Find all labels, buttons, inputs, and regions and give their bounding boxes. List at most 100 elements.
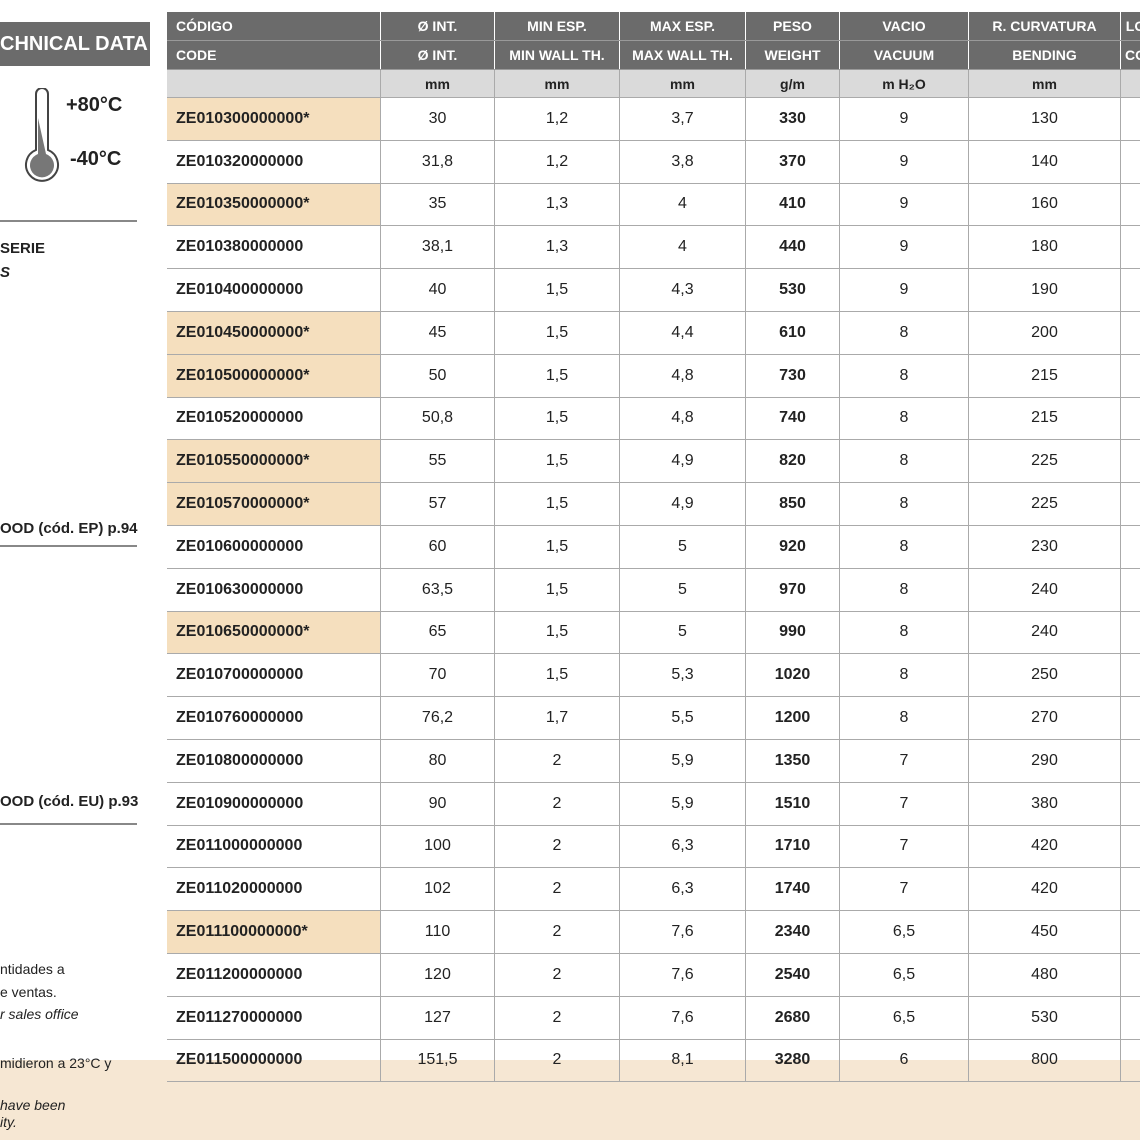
value-cell [1121,269,1140,311]
value-cell [1121,440,1140,482]
header-cell: CÓDIGO [167,12,381,40]
value-cell [1121,1040,1140,1082]
table-row: ZE010500000000* 50 1,5 4,8 730 8 215 [167,354,1140,398]
value-cell: 6 [840,1039,969,1082]
table-row: ZE010450000000* 45 1,5 4,4 610 8 200 [167,311,1140,355]
value-cell: 1350 [746,739,840,782]
table-row: ZE011200000000 120 2 7,6 2540 6,5 480 [167,953,1140,997]
value-cell: 7,6 [620,953,746,996]
value-cell: 38,1 [381,226,495,269]
value-cell: 3280 [746,1039,840,1082]
value-cell: 110 [381,911,495,953]
value-cell: 5 [620,611,746,654]
value-cell: 1740 [746,868,840,911]
code-cell: ZE010380000000 [167,226,381,269]
code-cell: ZE011100000000* [167,911,381,953]
value-cell: 1,5 [495,311,620,354]
code-cell: ZE010520000000 [167,397,381,440]
value-cell: 70 [381,654,495,697]
value-cell: 7 [840,825,969,868]
value-cell [1121,783,1140,825]
value-cell: 530 [746,269,840,311]
value-cell: 45 [381,311,495,354]
value-cell: 4,8 [620,354,746,397]
value-cell: 127 [381,996,495,1039]
value-cell [1121,141,1140,183]
value-cell: 102 [381,868,495,911]
value-cell: 850 [746,483,840,525]
header-cell: Ø INT. [381,12,495,40]
value-cell: 80 [381,739,495,782]
units-cell: mm [620,70,746,97]
value-cell: 1,5 [495,440,620,483]
value-cell [1121,997,1140,1039]
note: midieron a 23°C y [0,1055,112,1071]
header-cell: Ø INT. [381,41,495,69]
value-cell: 215 [969,354,1121,397]
code-cell: ZE010300000000* [167,98,381,140]
header-cell: LO [1121,12,1140,40]
code-cell: ZE010500000000* [167,354,381,397]
value-cell: 7 [840,782,969,825]
code-cell: ZE010650000000* [167,611,381,654]
value-cell: 480 [969,953,1121,996]
note: ity. [0,1114,17,1130]
table-row: ZE010380000000 38,1 1,3 4 440 9 180 [167,226,1140,270]
code-cell: ZE011270000000 [167,996,381,1039]
header-cell: VACIO [840,12,969,40]
value-cell: 2680 [746,996,840,1039]
value-cell: 65 [381,611,495,654]
header-cell: WEIGHT [746,41,840,69]
units-cell [167,70,381,97]
value-cell: 230 [969,525,1121,568]
header-cell: BENDING [969,41,1121,69]
table-row: ZE011100000000* 110 2 7,6 2340 6,5 450 [167,911,1140,954]
divider [0,220,137,222]
value-cell: 151,5 [381,1039,495,1082]
series-label: S [0,264,11,281]
value-cell: 7 [840,868,969,911]
value-cell [1121,98,1140,140]
value-cell: 380 [969,782,1121,825]
header-cell: R. CURVATURA [969,12,1121,40]
divider [0,545,137,547]
value-cell [1121,398,1140,440]
value-cell: 63,5 [381,568,495,611]
temp-max: +80°C [66,94,123,116]
header-cell: MIN ESP. [495,12,620,40]
value-cell: 215 [969,397,1121,440]
value-cell: 4 [620,226,746,269]
temp-min: -40°C [70,148,122,170]
value-cell: 6,3 [620,868,746,911]
value-cell: 1,5 [495,483,620,525]
value-cell: 140 [969,140,1121,183]
value-cell: 1,3 [495,226,620,269]
value-cell: 1200 [746,697,840,739]
table-row: ZE010600000000 60 1,5 5 920 8 230 [167,525,1140,569]
value-cell: 6,5 [840,953,969,996]
value-cell: 2 [495,996,620,1039]
code-cell: ZE010550000000* [167,440,381,483]
value-cell: 370 [746,140,840,183]
value-cell: 3,8 [620,140,746,183]
value-cell: 2 [495,739,620,782]
value-cell: 7,6 [620,911,746,953]
value-cell: 8 [840,354,969,397]
value-cell: 290 [969,739,1121,782]
header-cell: CO [1121,41,1140,69]
value-cell: 420 [969,825,1121,868]
value-cell: 8 [840,397,969,440]
value-cell: 2540 [746,953,840,996]
value-cell: 1,5 [495,397,620,440]
value-cell: 8 [840,568,969,611]
note: ntidades a [0,961,65,977]
value-cell: 9 [840,98,969,140]
value-cell: 120 [381,953,495,996]
value-cell: 1,5 [495,611,620,654]
header-cell: PESO [746,12,840,40]
value-cell: 2 [495,782,620,825]
value-cell: 5,9 [620,782,746,825]
value-cell: 240 [969,611,1121,654]
value-cell: 2 [495,825,620,868]
